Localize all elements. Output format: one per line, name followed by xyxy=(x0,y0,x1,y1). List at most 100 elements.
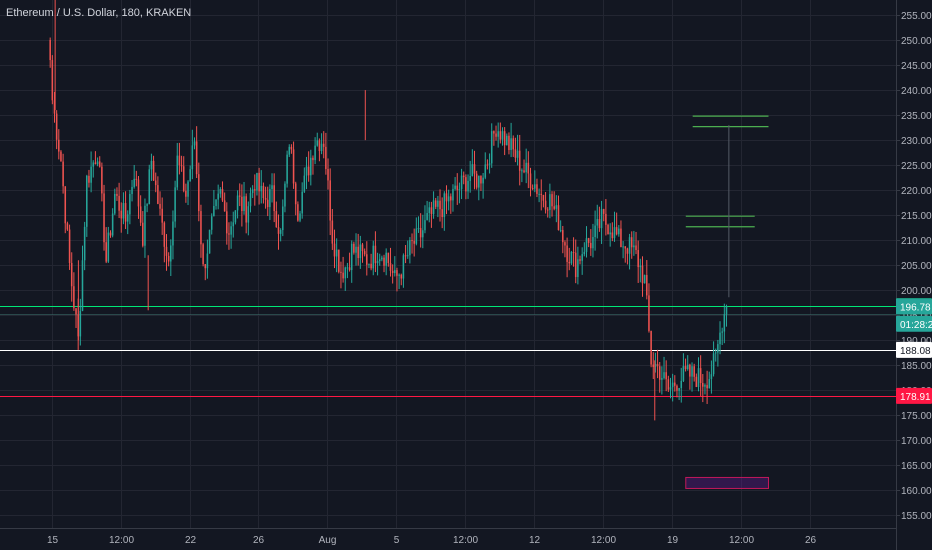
time-axis[interactable]: 15 12:00 22 26 Aug 5 12:00 12 12:00 19 12:00 26 xyxy=(47,535,817,546)
candle-body xyxy=(376,261,379,264)
candle-body xyxy=(260,185,263,192)
candle-body xyxy=(572,252,575,254)
candle-body xyxy=(66,223,69,230)
candle-body xyxy=(157,185,159,204)
candle-body xyxy=(706,385,708,389)
candle-body xyxy=(174,187,176,222)
candle-body xyxy=(111,213,114,236)
candle-body xyxy=(144,205,146,246)
y-tick-label: 215.00 xyxy=(901,211,932,222)
candle-body xyxy=(624,246,627,249)
candle-body xyxy=(340,271,342,273)
y-tick-label: 175.00 xyxy=(901,411,932,422)
candle-body xyxy=(305,166,308,176)
price-axis[interactable]: 155.00160.00165.00170.00175.00180.00185.… xyxy=(896,11,932,522)
candle-body xyxy=(581,254,583,261)
candle-body xyxy=(478,175,480,188)
candle-body xyxy=(282,206,284,231)
candle-body xyxy=(426,213,428,221)
candle-body xyxy=(385,252,387,266)
candle-body xyxy=(198,174,200,212)
candle-body xyxy=(521,170,523,172)
candle-body xyxy=(327,169,329,181)
candle-body xyxy=(432,200,435,215)
candle-body xyxy=(172,221,174,246)
candle-body xyxy=(75,308,77,315)
candle-body xyxy=(154,180,157,186)
candle-body xyxy=(564,242,566,246)
candle-body xyxy=(266,199,269,208)
candle-body xyxy=(161,208,163,223)
candle-body xyxy=(109,232,112,236)
candle-body xyxy=(419,228,422,238)
candle-body xyxy=(391,270,394,274)
candle-body xyxy=(702,383,704,387)
candle-body xyxy=(51,60,54,101)
projection-box xyxy=(685,476,769,489)
candle-body xyxy=(406,255,409,257)
candle-body xyxy=(598,219,601,229)
candle-body xyxy=(344,267,347,279)
candle-body xyxy=(185,190,187,197)
projection-drawings[interactable] xyxy=(685,115,769,489)
candle-body xyxy=(146,204,148,206)
candle-body xyxy=(226,211,228,234)
candle-body xyxy=(53,100,56,114)
candle-body xyxy=(714,352,717,354)
candle-body xyxy=(228,233,230,235)
candle-body xyxy=(346,267,349,269)
candle-body xyxy=(269,189,271,208)
candle-body xyxy=(219,188,222,194)
candles xyxy=(49,0,728,421)
x-tick-label: 26 xyxy=(805,535,817,546)
candle-body xyxy=(273,185,275,212)
candle-body xyxy=(251,189,254,194)
candle-body xyxy=(471,164,474,176)
candle-body xyxy=(717,344,719,353)
candle-body xyxy=(497,131,499,137)
candle-body xyxy=(480,175,482,184)
candle-body xyxy=(230,226,232,235)
candle-body xyxy=(512,138,515,150)
candle-body xyxy=(299,213,301,221)
candle-body xyxy=(542,194,545,201)
candle-body xyxy=(725,306,728,315)
candle-body xyxy=(64,186,67,224)
grid xyxy=(0,0,896,528)
candle-body xyxy=(370,263,372,269)
candle-body xyxy=(594,225,596,238)
candle-body xyxy=(674,382,676,386)
candle-body xyxy=(648,295,650,331)
candle-body xyxy=(486,164,489,166)
candle-body xyxy=(553,206,555,209)
candle-body xyxy=(626,248,629,254)
candle-body xyxy=(81,260,84,311)
candle-body xyxy=(90,166,92,183)
candle-body xyxy=(413,240,415,244)
candle-body xyxy=(103,193,105,243)
candle-body xyxy=(639,265,642,268)
candle-body xyxy=(236,195,239,211)
candle-body xyxy=(191,145,194,170)
y-tick-label: 240.00 xyxy=(901,86,932,97)
candle-body xyxy=(361,244,364,252)
candle-body xyxy=(320,143,323,152)
candle-body xyxy=(58,139,60,152)
candle-body xyxy=(333,243,336,257)
candle-body xyxy=(338,249,340,272)
candle-body xyxy=(510,138,512,151)
candle-body xyxy=(514,149,517,158)
candle-body xyxy=(243,196,245,212)
candle-body xyxy=(503,131,506,146)
candle-body xyxy=(286,154,288,184)
candle-body xyxy=(667,379,670,390)
candle-body xyxy=(256,172,258,191)
y-tick-label: 255.00 xyxy=(901,11,932,22)
candle-body xyxy=(400,274,403,279)
candle-body xyxy=(404,255,407,257)
candle-body xyxy=(609,232,611,235)
candle-body xyxy=(605,213,607,225)
candle-body xyxy=(654,363,657,367)
price-tag-bg xyxy=(896,341,932,358)
